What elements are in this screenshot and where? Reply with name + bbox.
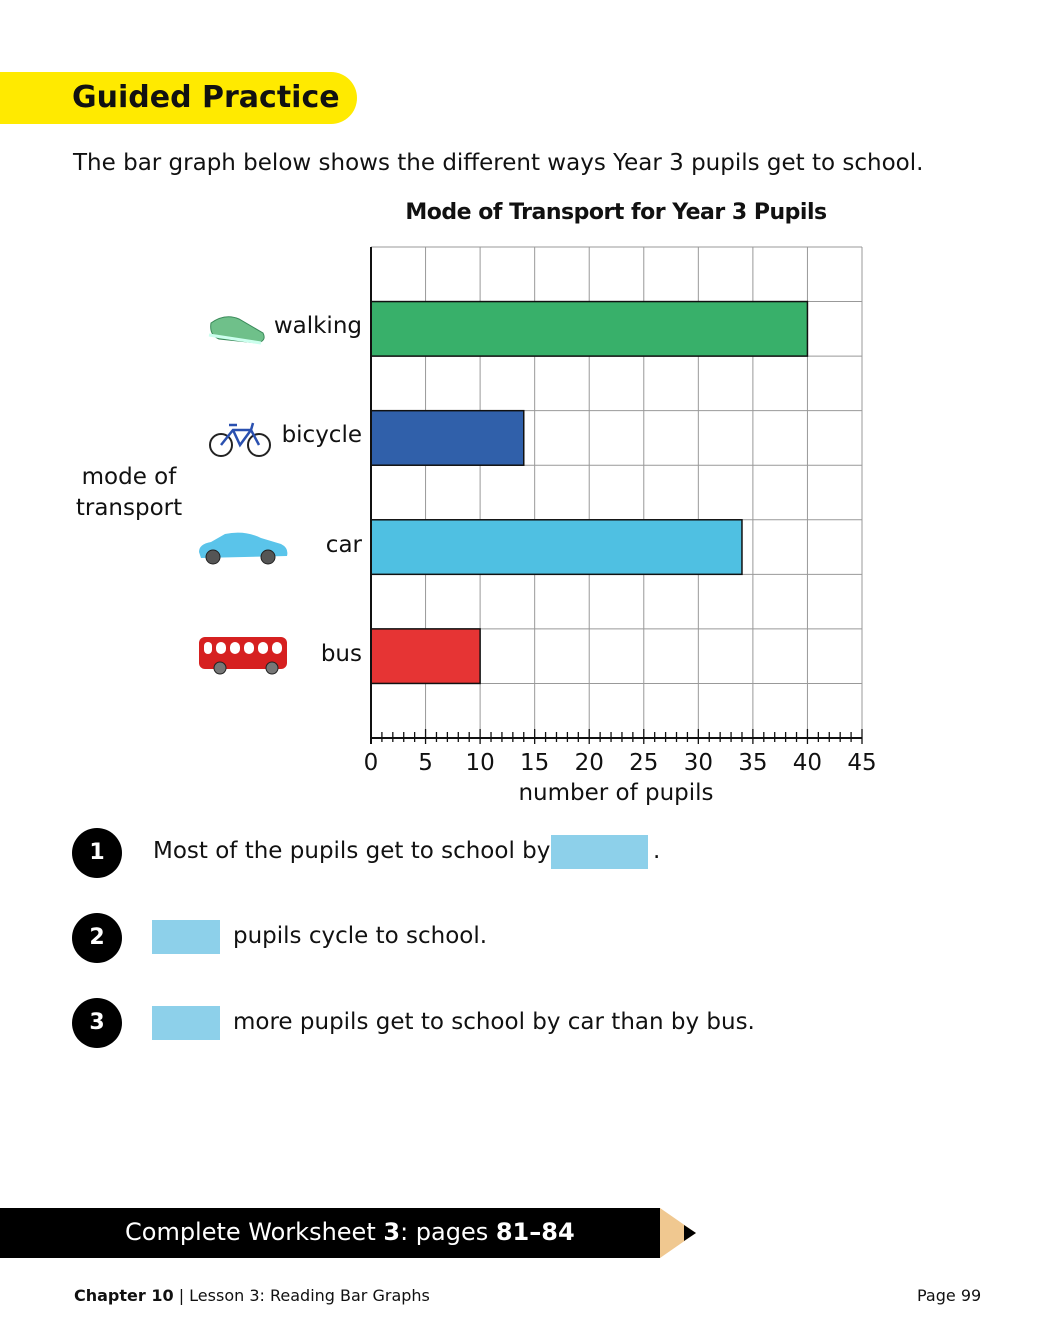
worksheet-banner: Complete Worksheet 3: pages 81–84 [0,1208,660,1258]
category-label-walking: walking [273,313,362,339]
bicycle-icon [209,422,271,457]
question-1-text: Most of the pupils get to school by [153,838,551,864]
x-tick-label: 0 [364,750,379,776]
pencil-tip-icon [660,1208,696,1258]
x-tick-label: 25 [629,750,658,776]
bar-walking [370,300,809,357]
worksheet-pages: 81–84 [495,1218,575,1246]
chart-title: Mode of Transport for Year 3 Pupils [405,200,827,225]
x-tick-label: 35 [738,750,767,776]
shoe-icon [208,316,265,345]
x-tick-label: 30 [684,750,713,776]
answer-box-2[interactable] [152,920,220,954]
bar-car [370,519,743,576]
x-tick-label: 15 [520,750,549,776]
worksheet-number: 3 [383,1218,401,1246]
question-2-text: pupils cycle to school. [233,923,488,949]
question-number-1: 1 [72,828,122,878]
footer-chapter: Chapter 10 | Lesson 3: Reading Bar Graph… [74,1286,430,1305]
bar-bicycle [370,409,525,466]
car-icon [199,532,288,565]
x-tick-label: 20 [575,750,604,776]
category-label-bicycle: bicycle [281,422,362,448]
x-axis-label: number of pupils [518,780,714,806]
worksheet-pages-label: : pages [400,1218,496,1246]
question-number-2: 2 [72,913,122,963]
chapter-label: Chapter 10 [74,1286,174,1305]
page-number: Page 99 [917,1286,982,1305]
x-tick-label: 10 [465,750,494,776]
section-banner: Guided Practice [0,72,357,124]
answer-box-3[interactable] [152,1006,220,1040]
bar-chart: 0 5 10 15 20 25 30 35 40 45 [364,246,877,776]
answer-box-1[interactable] [551,835,648,869]
question-1-end: . [653,838,661,864]
lesson-label: Lesson 3: Reading Bar Graphs [189,1286,430,1305]
worksheet-text: Complete Worksheet [125,1218,384,1246]
question-3-text: more pupils get to school by car than by… [233,1009,755,1035]
question-number-3: 3 [72,998,122,1048]
x-tick-label: 40 [793,750,822,776]
category-label-bus: bus [320,641,362,667]
intro-text: The bar graph below shows the different … [73,150,924,176]
category-label-car: car [325,532,362,558]
x-tick-label: 5 [418,750,433,776]
bus-icon [199,637,287,675]
y-axis-label: mode of transport [75,464,183,521]
bar-bus [370,628,481,685]
x-tick-label: 45 [847,750,876,776]
banner-title: Guided Practice [72,80,340,115]
